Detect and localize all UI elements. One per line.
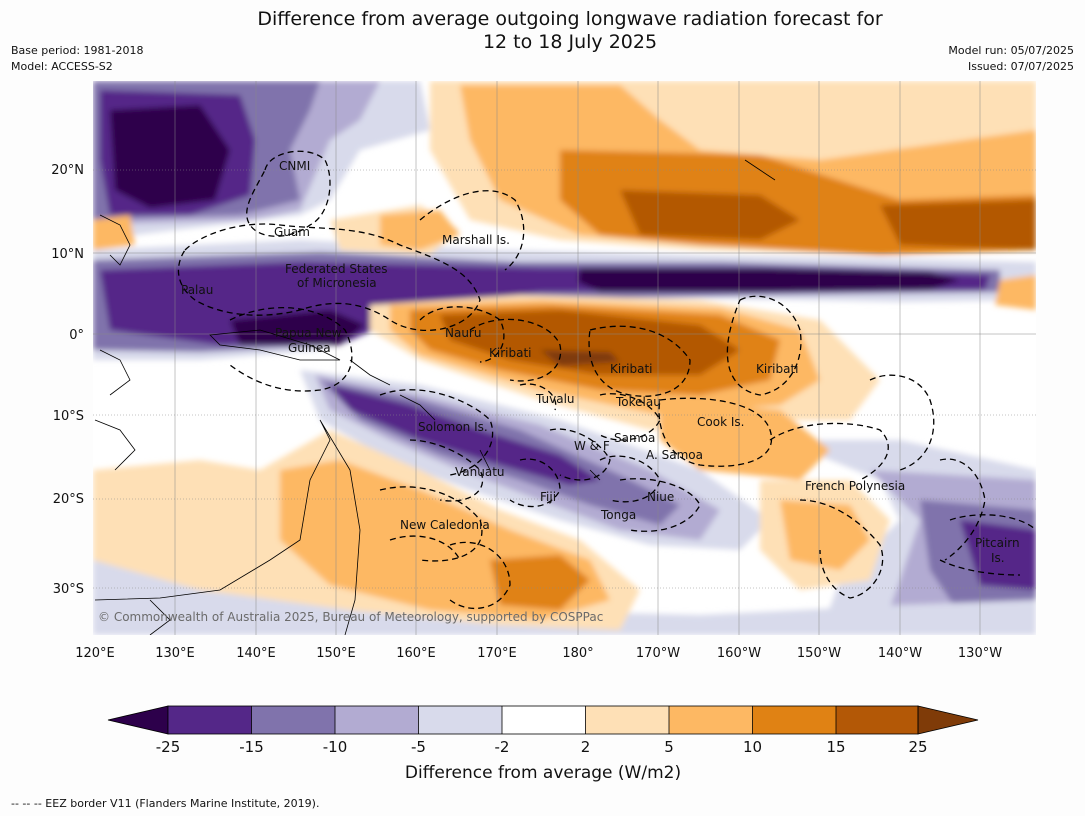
label-kiribati-2: Kiribati <box>610 362 652 376</box>
lon-label: 120°E <box>75 646 115 661</box>
base-period-text: Base period: 1981-2018 <box>11 44 144 57</box>
label-samoa: Samoa <box>614 431 655 445</box>
colorbar-tick: 15 <box>826 738 845 756</box>
copyright-text: © Commonwealth of Australia 2025, Bureau… <box>98 610 603 624</box>
label-fiji: Fiji <box>540 490 556 504</box>
colorbar: -25 -15 -10 -5 -2 2 5 10 15 25 Differenc… <box>107 705 979 783</box>
label-fsm-1: Federated States <box>285 262 387 276</box>
lat-label: 10°S <box>53 409 84 424</box>
label-niue: Niue <box>647 490 674 504</box>
label-fsm-2: of Micronesia <box>297 276 377 290</box>
lat-label: 20°N <box>51 163 84 178</box>
colorbar-swatch <box>836 706 918 734</box>
lon-label: 170°E <box>477 646 517 661</box>
label-new-caledonia: New Caledonia <box>400 518 490 532</box>
map-field: CNMI Guam Marshall Is. Federated States … <box>93 81 1036 635</box>
label-wallis-futuna: W & F <box>574 439 610 453</box>
colorbar-tick: -25 <box>156 738 181 756</box>
colorbar-tick: 5 <box>664 738 674 756</box>
label-pitcairn-1: Pitcairn <box>975 536 1020 550</box>
label-vanuatu: Vanuatu <box>455 465 505 479</box>
label-palau: Palau <box>181 283 213 297</box>
label-french-polynesia: French Polynesia <box>805 479 905 493</box>
colorbar-tick: 2 <box>581 738 591 756</box>
lon-label: 170°W <box>636 646 680 661</box>
lon-label: 160°E <box>396 646 436 661</box>
colorbar-tick: 25 <box>908 738 927 756</box>
colorbar-tick: 10 <box>743 738 762 756</box>
lon-label: 160°W <box>717 646 761 661</box>
title-line-1: Difference from average outgoing longwav… <box>257 8 883 30</box>
label-american-samoa: A. Samoa <box>646 448 703 462</box>
lat-label: 10°N <box>51 247 84 262</box>
label-guam: Guam <box>274 225 310 239</box>
lon-label: 150°W <box>797 646 841 661</box>
model-run-text: Model run: 05/07/2025 <box>948 44 1074 57</box>
colorbar-swatch <box>168 706 252 734</box>
title-line-2: 12 to 18 July 2025 <box>482 31 658 53</box>
colorbar-label: Difference from average (W/m2) <box>405 763 681 783</box>
colorbar-min-arrow <box>107 705 169 735</box>
label-tonga: Tonga <box>600 508 636 522</box>
place-labels: CNMI Guam Marshall Is. Federated States … <box>181 159 1020 565</box>
colorbar-swatch <box>752 706 836 734</box>
label-cnmi: CNMI <box>279 159 310 173</box>
eez-borders <box>177 150 1036 610</box>
colorbar-swatch <box>418 706 502 734</box>
lon-label: 140°W <box>878 646 922 661</box>
label-marshall: Marshall Is. <box>442 233 510 247</box>
colorbar-tick: -10 <box>323 738 348 756</box>
colorbar-swatch <box>502 706 586 734</box>
coastlines <box>94 159 776 635</box>
label-kiribati-3: Kiribati <box>756 362 798 376</box>
lat-label: 30°S <box>53 582 84 597</box>
graticule <box>93 81 1036 635</box>
label-png-1: Papua New <box>275 326 342 340</box>
lon-label: 140°E <box>236 646 276 661</box>
label-pitcairn-2: Is. <box>991 551 1005 565</box>
label-nauru: Nauru <box>445 326 481 340</box>
label-tuvalu: Tuvalu <box>535 392 575 406</box>
colorbar-swatch <box>585 706 669 734</box>
colorbar-swatch <box>251 706 335 734</box>
lon-label: 150°E <box>316 646 356 661</box>
issued-text: Issued: 07/07/2025 <box>967 60 1074 73</box>
colorbar-swatch <box>335 706 419 734</box>
lat-label: 20°S <box>53 492 84 507</box>
eez-legend-text: -- -- -- EEZ border V11 (Flanders Marine… <box>11 797 319 810</box>
label-solomon: Solomon Is. <box>418 420 488 434</box>
colorbar-swatch <box>669 706 753 734</box>
label-png-2: Guinea <box>288 341 331 355</box>
longitude-labels: 120°E 130°E 140°E 150°E 160°E 170°E 180°… <box>75 646 1002 661</box>
colorbar-max-arrow <box>917 705 979 735</box>
lat-label: 0° <box>69 328 84 343</box>
colorbar-tick: -15 <box>239 738 264 756</box>
label-cook: Cook Is. <box>697 415 744 429</box>
colorbar-tick: -2 <box>495 738 510 756</box>
model-text: Model: ACCESS-S2 <box>11 60 113 73</box>
latitude-labels: 20°N 10°N 0° 10°S 20°S 30°S <box>51 163 84 597</box>
label-kiribati-1: Kiribati <box>489 346 531 360</box>
lon-label: 130°W <box>958 646 1002 661</box>
lon-label: 180° <box>562 646 593 661</box>
lon-label: 130°E <box>155 646 195 661</box>
colorbar-tick: -5 <box>411 738 426 756</box>
label-tokelau: Tokelau <box>615 395 661 409</box>
